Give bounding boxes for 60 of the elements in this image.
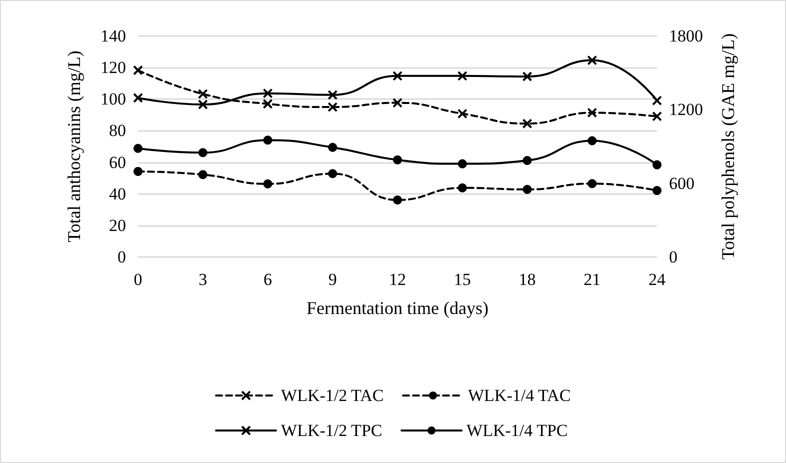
x-tick-label: 3 xyxy=(198,270,208,289)
y-tick-label: 120 xyxy=(100,58,126,78)
x-tick-label: 18 xyxy=(518,270,536,289)
point xyxy=(134,144,142,153)
y2-tick-label: 600 xyxy=(669,174,694,193)
point xyxy=(393,155,402,164)
y2-tick-label: 0 xyxy=(669,248,678,266)
point xyxy=(328,142,338,152)
point xyxy=(133,65,143,76)
y-tick-label: 20 xyxy=(109,216,126,235)
point xyxy=(522,118,532,129)
x-tick-label: 21 xyxy=(584,270,601,289)
y2-axis-title: Total polyphenols (GAE mg/L) xyxy=(718,33,738,260)
x-tick-label: 24 xyxy=(648,270,666,289)
point xyxy=(458,183,467,192)
point xyxy=(198,148,208,158)
legend-label: WLK-1/4 TAC xyxy=(468,386,571,405)
point xyxy=(652,96,662,106)
x-tick-label: 15 xyxy=(454,270,471,289)
legend-label: WLK-1/2 TPC xyxy=(281,421,382,440)
y-tick-label: 140 xyxy=(100,26,126,46)
point xyxy=(587,55,598,66)
y-tick-label: 100 xyxy=(100,90,126,109)
point xyxy=(392,98,402,108)
point xyxy=(328,90,338,100)
y-tick-label: 60 xyxy=(109,152,126,172)
point xyxy=(652,186,662,196)
point xyxy=(134,166,142,176)
point xyxy=(393,196,402,205)
point xyxy=(522,184,532,194)
point xyxy=(458,159,467,168)
point xyxy=(652,111,662,122)
point xyxy=(133,92,143,103)
legend-label: WLK-1/4 TPC xyxy=(466,421,568,440)
y2-tick-label: 1800 xyxy=(669,26,703,46)
point xyxy=(588,179,597,188)
y-tick-label: 40 xyxy=(109,184,126,204)
point xyxy=(457,108,468,119)
y-axis-title: Total anthocyanins (mg/L) xyxy=(64,50,84,242)
point xyxy=(652,160,662,170)
y-tick-label: 80 xyxy=(109,121,126,140)
legend-label: WLK-1/2 TAC xyxy=(281,386,384,405)
point xyxy=(328,169,338,178)
point xyxy=(588,136,597,146)
point xyxy=(263,179,272,188)
point xyxy=(392,70,402,81)
x-tick-label: 9 xyxy=(328,270,337,289)
point xyxy=(198,170,208,180)
point xyxy=(587,108,598,118)
x-tick-label: 6 xyxy=(264,270,272,289)
point xyxy=(522,156,532,165)
y-tick-label: 0 xyxy=(118,248,126,266)
point xyxy=(457,70,468,81)
point xyxy=(263,136,272,145)
x-axis-title: Fermentation time (days) xyxy=(306,298,488,318)
point xyxy=(328,102,338,112)
y2-tick-label: 1200 xyxy=(669,100,703,120)
x-tick-label: 0 xyxy=(134,270,142,289)
x-tick-label: 12 xyxy=(389,270,406,289)
point xyxy=(522,72,532,82)
